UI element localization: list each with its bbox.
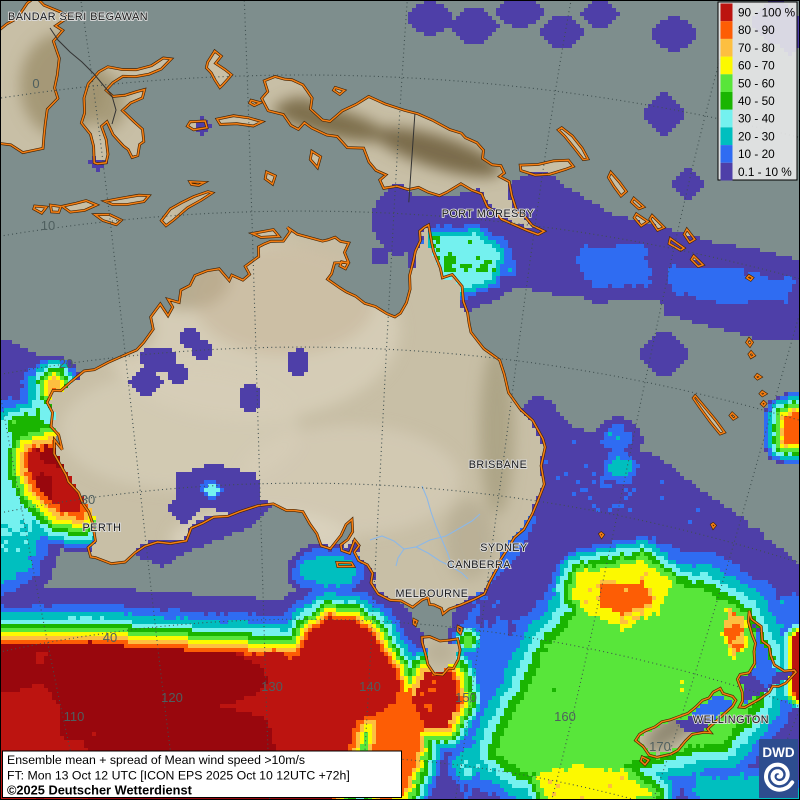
svg-text:WELLINGTON: WELLINGTON xyxy=(693,714,769,726)
svg-text:©2025 Deutscher Wetterdienst: ©2025 Deutscher Wetterdienst xyxy=(7,783,193,798)
svg-text:170: 170 xyxy=(649,739,671,754)
svg-text:80 - 90: 80 - 90 xyxy=(738,23,775,37)
svg-text:110: 110 xyxy=(64,709,85,724)
svg-text:50 - 60: 50 - 60 xyxy=(738,76,775,90)
svg-text:130: 130 xyxy=(261,679,283,694)
svg-text:40 - 50: 40 - 50 xyxy=(738,94,775,108)
svg-text:120: 120 xyxy=(161,690,183,705)
svg-text:0: 0 xyxy=(32,76,39,91)
svg-text:0.1 - 10 %: 0.1 - 10 % xyxy=(738,165,792,179)
svg-text:PERTH: PERTH xyxy=(83,522,122,534)
svg-text:Ensemble mean + spread of Mean: Ensemble mean + spread of Mean wind spee… xyxy=(7,753,305,767)
svg-text:20 - 30: 20 - 30 xyxy=(738,129,775,143)
svg-text:160: 160 xyxy=(554,709,576,724)
svg-text:MELBOURNE: MELBOURNE xyxy=(396,588,469,600)
svg-text:FT: Mon 13 Oct 12 UTC [ICON EP: FT: Mon 13 Oct 12 UTC [ICON EPS 2025 Oct… xyxy=(7,769,350,783)
svg-text:20: 20 xyxy=(59,356,73,371)
svg-text:BRISBANE: BRISBANE xyxy=(469,459,528,471)
svg-text:150: 150 xyxy=(455,690,477,705)
svg-text:40: 40 xyxy=(103,630,117,645)
svg-text:60 - 70: 60 - 70 xyxy=(738,59,775,73)
svg-text:DWD: DWD xyxy=(762,745,794,760)
svg-text:30: 30 xyxy=(81,492,95,507)
svg-text:BANDAR SERI BEGAWAN: BANDAR SERI BEGAWAN xyxy=(8,11,148,23)
svg-text:140: 140 xyxy=(359,679,381,694)
svg-text:10 - 20: 10 - 20 xyxy=(738,147,775,161)
svg-text:30 - 40: 30 - 40 xyxy=(738,112,775,126)
svg-text:CANBERRA: CANBERRA xyxy=(447,559,511,571)
svg-text:90 - 100 %: 90 - 100 % xyxy=(738,6,796,20)
svg-text:10: 10 xyxy=(41,218,55,233)
svg-text:70 - 80: 70 - 80 xyxy=(738,41,775,55)
svg-text:PORT MORESBY: PORT MORESBY xyxy=(442,208,535,220)
svg-text:SYDNEY: SYDNEY xyxy=(480,542,527,554)
